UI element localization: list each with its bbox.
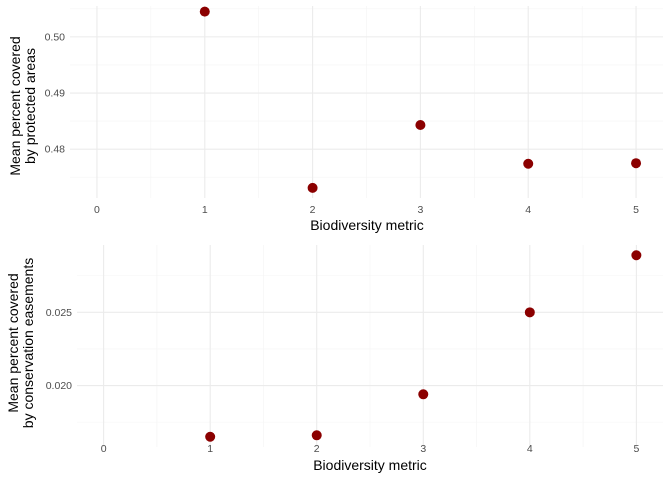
protected-areas-x-tick-label: 4	[525, 204, 531, 216]
conservation-easements-panel: 0.020 0.025 0 1 2 3 4 5 Biodiversity metric Me…	[5, 245, 663, 473]
conservation-easements-x-tick-label: 5	[633, 443, 639, 455]
protected-areas-data-point	[307, 182, 318, 193]
conservation-easements-data-point	[524, 307, 535, 318]
protected-areas-x-tick-label: 1	[202, 204, 208, 216]
protected-areas-data-point	[631, 158, 642, 169]
protected-areas-x-tick-label: 2	[310, 204, 316, 216]
conservation-easements-y-axis-title-line-2: by conservation easements	[20, 258, 36, 428]
conservation-easements-x-tick-label: 2	[314, 443, 320, 455]
protected-areas-y-tick-labels: 0.48 0.49 0.50	[45, 31, 66, 155]
protected-areas-y-axis-title: Mean percent covered by protected areas	[7, 36, 38, 175]
protected-areas-data-point	[523, 158, 534, 169]
protected-areas-x-tick-labels: 0 1 2 3 4 5	[94, 204, 639, 216]
conservation-easements-x-tick-label: 4	[527, 443, 533, 455]
protected-areas-y-axis-title-line-1: Mean percent covered	[7, 36, 23, 175]
protected-areas-y-axis-title-line-2: by protected areas	[22, 48, 38, 164]
protected-areas-points	[199, 6, 642, 193]
protected-areas-x-axis-title: Biodiversity metric	[310, 217, 424, 233]
conservation-easements-x-tick-label: 1	[207, 443, 213, 455]
conservation-easements-y-axis-title-line-1: Mean percent covered	[5, 273, 21, 412]
conservation-easements-data-point	[418, 389, 429, 400]
protected-areas-y-tick-label: 0.48	[45, 144, 66, 156]
conservation-easements-points	[205, 250, 642, 442]
protected-areas-x-tick-label: 3	[417, 204, 423, 216]
conservation-easements-y-tick-label: 0.025	[46, 307, 72, 319]
conservation-easements-x-axis-title: Biodiversity metric	[313, 457, 427, 473]
conservation-easements-x-tick-labels: 0 1 2 3 4 5	[101, 443, 640, 455]
protected-areas-data-point	[199, 6, 210, 17]
protected-areas-x-tick-label: 0	[94, 204, 100, 216]
protected-areas-x-tick-label: 5	[633, 204, 639, 216]
conservation-easements-data-point	[205, 431, 216, 442]
conservation-easements-x-tick-label: 3	[420, 443, 426, 455]
conservation-easements-data-point	[311, 430, 322, 441]
conservation-easements-y-tick-label: 0.020	[46, 380, 72, 392]
conservation-easements-y-axis-title: Mean percent covered by conservation eas…	[5, 258, 36, 428]
conservation-easements-x-tick-label: 0	[101, 443, 107, 455]
protected-areas-y-tick-label: 0.49	[45, 88, 66, 100]
conservation-easements-gridlines	[77, 245, 663, 447]
protected-areas-gridlines	[70, 6, 663, 198]
protected-areas-data-point	[415, 120, 426, 131]
protected-areas-y-tick-label: 0.50	[45, 31, 66, 43]
conservation-easements-y-tick-labels: 0.020 0.025	[46, 307, 72, 392]
conservation-easements-data-point	[631, 250, 642, 261]
